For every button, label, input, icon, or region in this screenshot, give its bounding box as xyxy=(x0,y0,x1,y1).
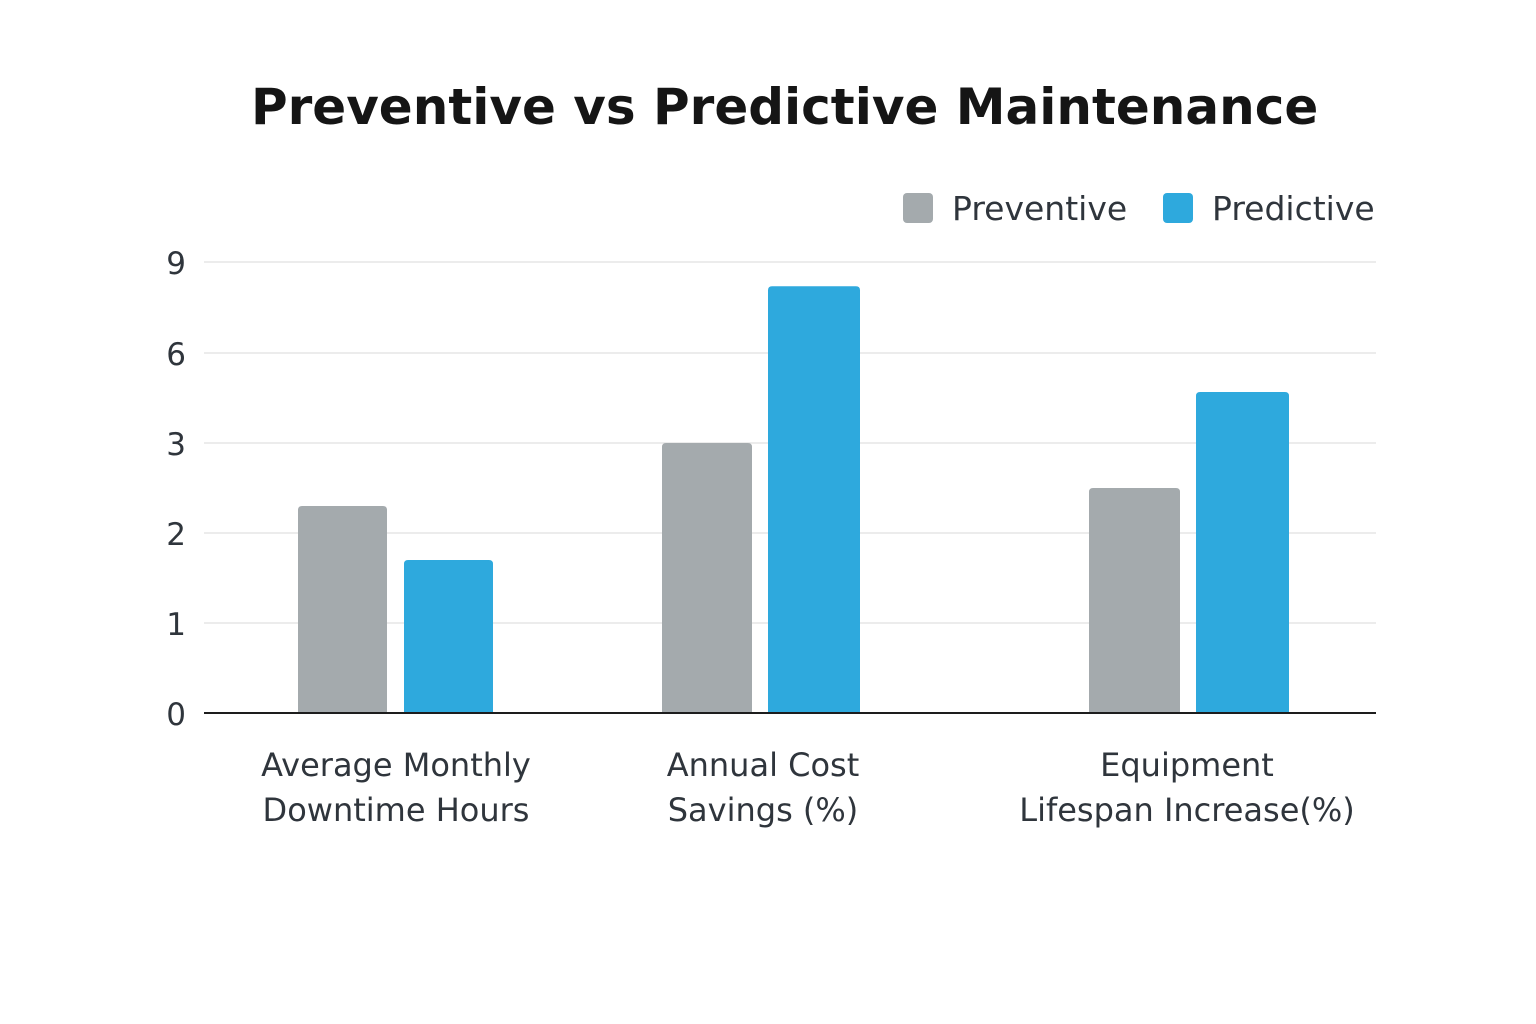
x-tick-label-2-line-1: Annual Cost xyxy=(667,746,860,784)
legend-swatch-predictive xyxy=(1163,193,1193,223)
y-tick-label-6: 6 xyxy=(166,337,186,373)
y-tick-label-0: 0 xyxy=(166,697,186,733)
y-tick-label-1: 1 xyxy=(166,607,186,643)
legend-item-predictive: Predictive xyxy=(1163,188,1375,228)
x-tick-label-3-line-1: Equipment xyxy=(1100,746,1274,784)
x-tick-label-2-line-2: Savings (%) xyxy=(668,791,859,829)
y-tick-label-2: 2 xyxy=(166,517,186,553)
bar-preventive-1 xyxy=(298,506,387,713)
x-tick-label-3-line-2: Lifespan Increase(%) xyxy=(1019,791,1355,829)
y-tick-label-9: 9 xyxy=(166,246,186,282)
bar-predictive-3 xyxy=(1196,392,1289,713)
legend-label-preventive: Preventive xyxy=(952,188,1128,228)
legend-item-preventive: Preventive xyxy=(903,188,1127,228)
legend-label-predictive: Predictive xyxy=(1212,188,1375,228)
y-tick-label-3: 3 xyxy=(166,427,186,463)
bar-predictive-2 xyxy=(768,286,860,713)
bar-preventive-3 xyxy=(1089,488,1180,713)
legend-swatch-preventive xyxy=(903,193,933,223)
chart-title: Preventive vs Predictive Maintenance xyxy=(251,78,1319,136)
x-tick-label-1-line-1: Average Monthly xyxy=(261,746,531,784)
bar-preventive-2 xyxy=(662,443,752,713)
bar-predictive-1 xyxy=(404,560,493,713)
x-tick-label-1-line-2: Downtime Hours xyxy=(263,791,530,829)
